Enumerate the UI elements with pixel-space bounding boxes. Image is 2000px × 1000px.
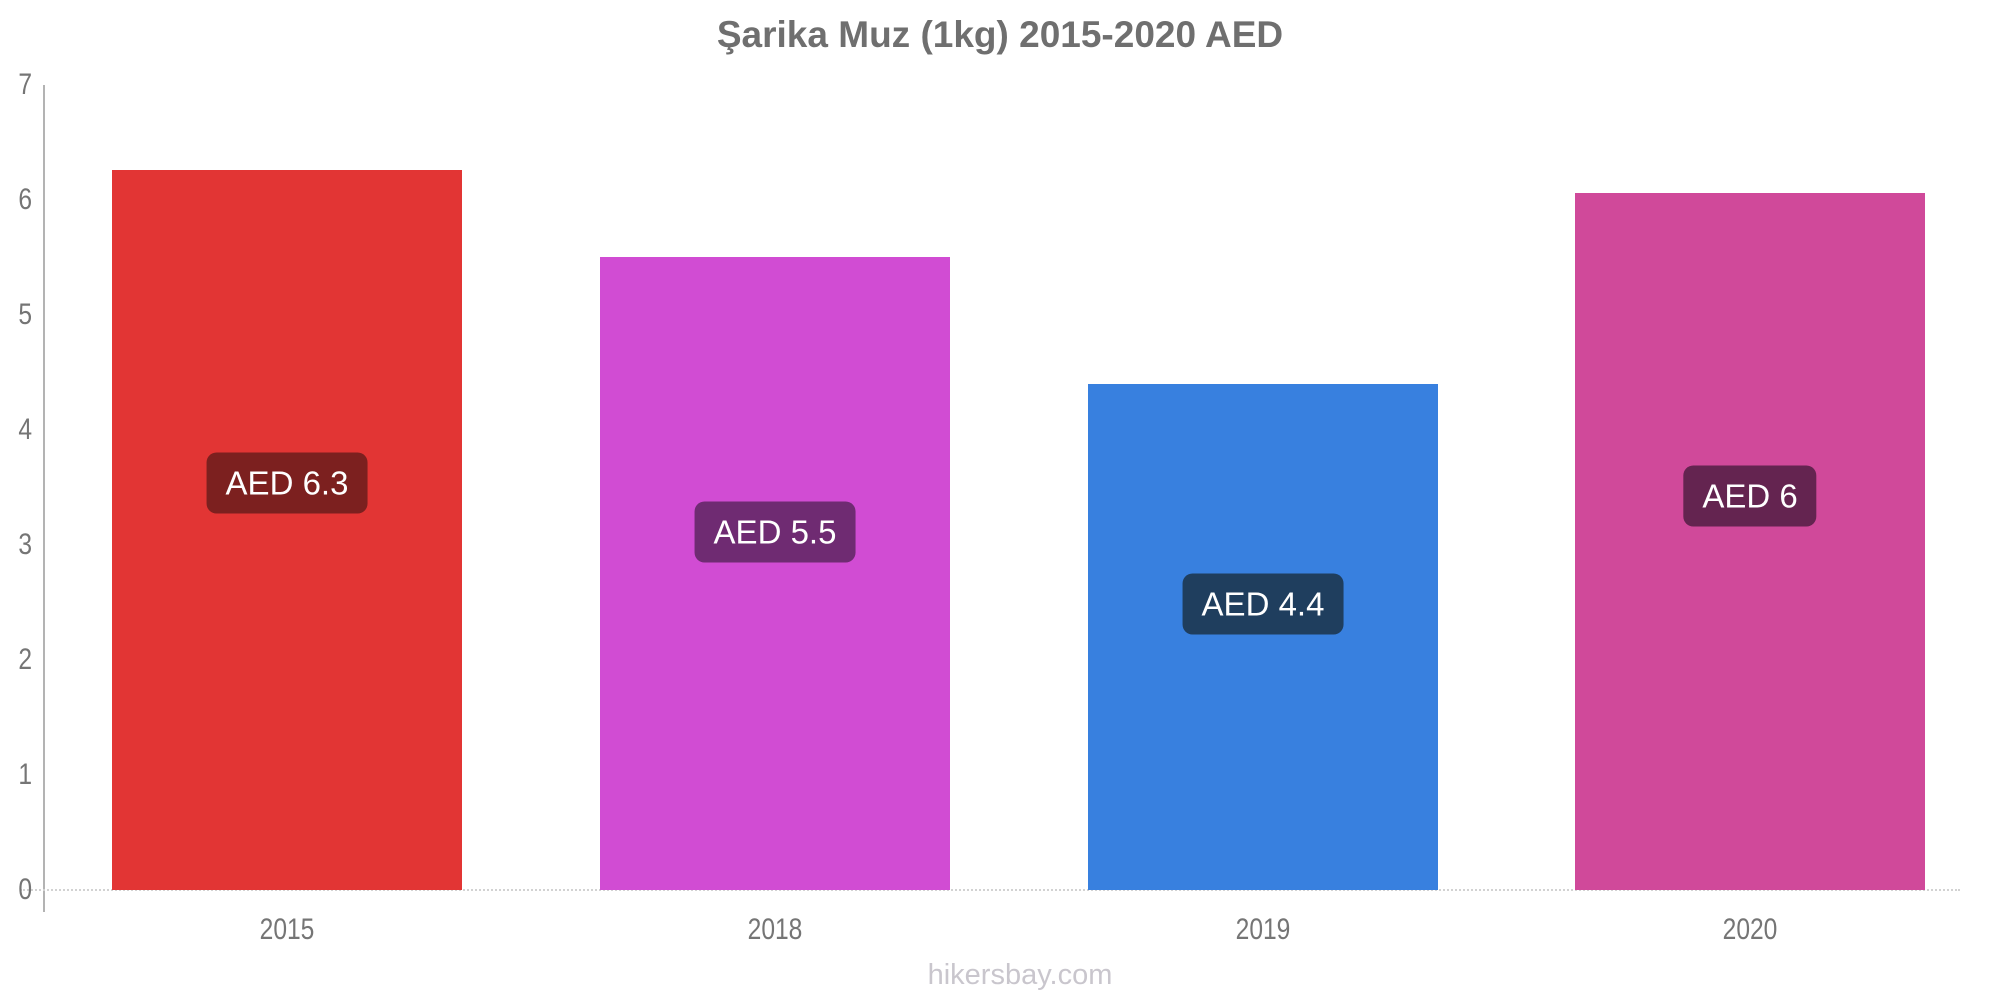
chart-title: Şarika Muz (1kg) 2015-2020 AED <box>716 14 1284 55</box>
bar-2018[interactable]: AED 5.5 <box>600 257 950 890</box>
x-tick-label-2019: 2019 <box>1235 913 1291 946</box>
x-tick-label-2018: 2018 <box>747 913 803 946</box>
value-badge-2020: AED 6 <box>1683 465 1817 527</box>
footer-watermark: hikersbay.com <box>927 959 1113 991</box>
y-tick-label-1: 1 <box>18 758 32 791</box>
bar-2020[interactable]: AED 6 <box>1575 193 1925 890</box>
y-tick-label-3: 3 <box>18 528 32 561</box>
bar-2015[interactable]: AED 6.3 <box>112 170 462 890</box>
y-tick-label-7: 7 <box>18 68 32 101</box>
value-badge-2015: AED 6.3 <box>206 452 368 514</box>
x-baseline <box>20 889 1960 891</box>
y-tick-label-2: 2 <box>18 643 32 676</box>
y-tick-label-6: 6 <box>18 183 32 216</box>
y-tick-label-5: 5 <box>18 298 32 331</box>
y-tick-label-4: 4 <box>18 413 32 446</box>
bar-2019[interactable]: AED 4.4 <box>1088 384 1438 890</box>
x-tick-label-2015: 2015 <box>259 913 315 946</box>
y-tick-label-0: 0 <box>18 873 32 906</box>
value-badge-2019: AED 4.4 <box>1182 573 1344 635</box>
x-tick-label-2020: 2020 <box>1722 913 1778 946</box>
value-badge-2018: AED 5.5 <box>694 501 856 563</box>
y-axis-line <box>43 85 45 912</box>
